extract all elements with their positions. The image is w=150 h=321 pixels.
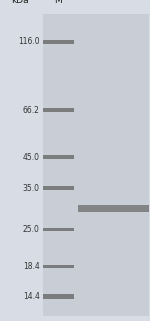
Text: 66.2: 66.2: [23, 106, 40, 115]
Bar: [78, 205, 149, 213]
Bar: [43, 39, 74, 44]
Bar: [43, 14, 149, 316]
Text: kDa: kDa: [11, 0, 28, 5]
Text: 18.4: 18.4: [23, 262, 40, 271]
Text: 14.4: 14.4: [23, 292, 40, 301]
Bar: [43, 294, 74, 299]
Bar: [43, 228, 74, 231]
Bar: [43, 155, 74, 159]
Text: 45.0: 45.0: [23, 153, 40, 162]
Bar: [43, 265, 74, 268]
Text: 116.0: 116.0: [18, 37, 40, 46]
Bar: [43, 186, 74, 190]
Text: 35.0: 35.0: [23, 184, 40, 193]
Text: M: M: [54, 0, 62, 5]
Bar: [43, 108, 74, 112]
Text: 25.0: 25.0: [23, 225, 40, 234]
